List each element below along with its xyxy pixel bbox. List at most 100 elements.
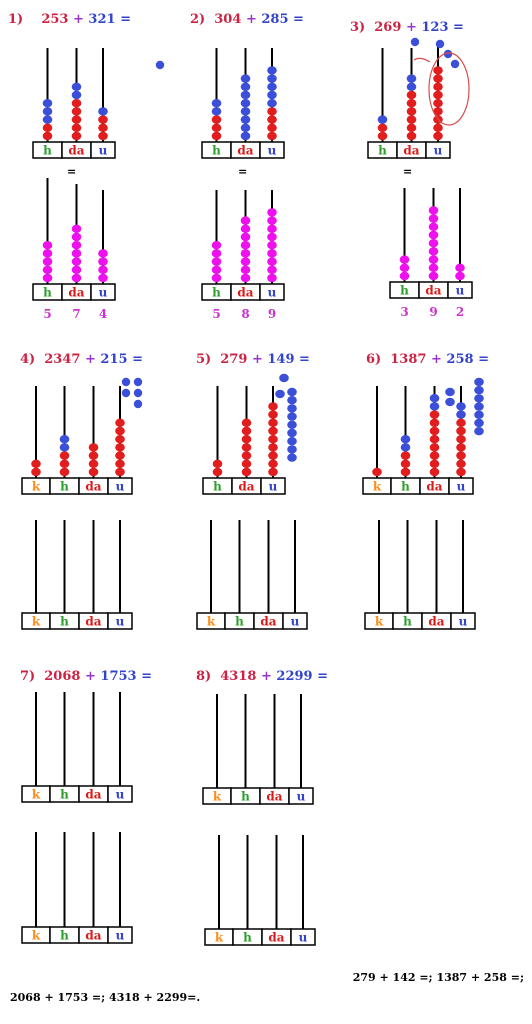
blue-bead — [211, 99, 222, 108]
red-bead — [241, 426, 252, 436]
footer-exercises-left: 2068 + 1753 =; 4318 + 2299=. — [10, 991, 201, 1004]
red-bead — [71, 107, 82, 116]
pink-bead — [399, 263, 410, 272]
red-bead — [267, 123, 277, 132]
first-addend: 269 — [374, 20, 402, 35]
place-value-label-h: h — [60, 480, 69, 494]
place-value-label-u: u — [116, 929, 125, 943]
red-bead — [456, 418, 466, 427]
blue-bead — [275, 389, 285, 399]
red-bead — [268, 426, 278, 436]
pink-bead — [240, 273, 251, 283]
blue-bead — [59, 435, 70, 444]
pink-bead — [71, 232, 82, 242]
pink-bead — [428, 230, 439, 240]
blue-bead — [287, 404, 297, 413]
blue-bead — [406, 74, 417, 83]
blue-bead — [456, 410, 466, 419]
pink-bead — [42, 257, 53, 266]
place-value-label-h: h — [213, 480, 222, 494]
plus-sign: + — [251, 352, 263, 367]
red-bead — [429, 426, 440, 436]
place-value-label-h: h — [235, 615, 244, 629]
pink-bead — [267, 224, 277, 233]
red-bead — [31, 459, 41, 468]
blue-bead — [287, 428, 297, 438]
pink-bead — [71, 265, 82, 274]
exercise-7-title: 7) 2068 + 1753 = — [20, 669, 152, 684]
pink-bead — [428, 263, 439, 272]
red-bead — [406, 123, 417, 132]
equals-sign: = — [317, 669, 329, 684]
red-bead — [429, 459, 440, 468]
red-bead — [211, 123, 222, 132]
red-bead — [456, 459, 466, 468]
blue-bead — [121, 388, 131, 398]
place-value-label-k: k — [215, 931, 224, 945]
red-bead — [42, 131, 53, 141]
place-value-label-u: u — [297, 790, 306, 804]
equals-mark-3: = — [403, 165, 413, 178]
pink-bead — [428, 206, 439, 215]
blue-bead — [287, 396, 297, 405]
first-addend: 1387 — [390, 352, 427, 367]
blue-bead — [287, 387, 297, 397]
second-addend: 321 — [88, 12, 116, 27]
blue-bead — [474, 418, 484, 428]
red-bead — [59, 467, 70, 477]
red-bead — [241, 459, 252, 468]
pink-bead — [42, 265, 53, 274]
red-bead — [268, 459, 278, 468]
red-bead — [268, 435, 278, 444]
red-bead — [241, 451, 252, 460]
plus-sign: + — [72, 12, 84, 27]
pink-bead — [240, 241, 251, 250]
equals-sign: = — [299, 352, 310, 367]
result-digit: 3 — [400, 305, 408, 319]
red-bead — [433, 123, 443, 132]
result-digit: 8 — [241, 307, 249, 321]
red-bead — [429, 443, 440, 452]
red-bead — [456, 451, 466, 460]
blue-bead — [267, 74, 277, 83]
place-value-label-da: da — [266, 790, 282, 804]
pink-bead — [71, 224, 82, 233]
equals-sign: = — [293, 12, 304, 27]
blue-bead — [240, 107, 251, 116]
equals-sign: = — [453, 20, 464, 35]
blue-bead — [429, 402, 440, 411]
pink-bead — [211, 273, 222, 283]
place-value-label-h: h — [43, 286, 52, 300]
place-value-label-u: u — [291, 615, 300, 629]
blue-bead — [267, 66, 277, 75]
place-value-label-h: h — [60, 929, 69, 943]
blue-bead — [429, 394, 440, 403]
red-bead — [372, 467, 382, 477]
red-bead — [268, 402, 278, 411]
place-value-label-u: u — [116, 480, 125, 494]
pink-bead — [240, 257, 251, 266]
place-value-label-u: u — [268, 144, 277, 158]
red-bead — [433, 99, 443, 108]
blue-bead — [410, 37, 420, 47]
place-value-label-u: u — [268, 286, 277, 300]
blue-bead — [474, 377, 484, 387]
red-bead — [433, 107, 443, 116]
blue-bead — [71, 90, 82, 100]
place-value-label-u: u — [269, 480, 278, 494]
pink-bead — [428, 239, 439, 248]
blue-bead — [474, 427, 484, 436]
red-bead — [267, 131, 277, 141]
place-value-label-h: h — [401, 480, 410, 494]
red-bead — [98, 123, 108, 132]
blue-bead — [42, 115, 53, 124]
pink-bead — [211, 241, 222, 250]
result-digit: 9 — [429, 305, 437, 319]
blue-bead — [445, 387, 455, 397]
pink-bead — [399, 271, 410, 281]
carry-arrow — [413, 57, 431, 63]
red-bead — [267, 115, 277, 124]
pink-bead — [428, 271, 439, 281]
result-digit: 9 — [268, 307, 276, 321]
exercise-label: 2) — [190, 12, 206, 27]
